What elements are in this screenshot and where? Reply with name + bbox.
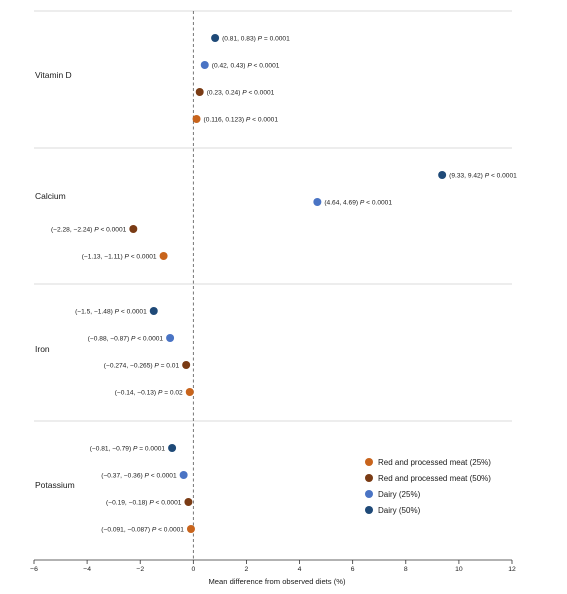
x-tick-label: −6 bbox=[30, 566, 38, 573]
x-tick-label: 2 bbox=[245, 566, 249, 573]
x-tick-label: 0 bbox=[191, 566, 195, 573]
group-separators bbox=[34, 10, 512, 422]
data-point bbox=[159, 252, 168, 260]
data-point bbox=[185, 388, 194, 396]
data-point bbox=[182, 361, 191, 369]
point-label: (−1.13, −1.11) P < 0.0001 bbox=[82, 253, 157, 260]
data-point bbox=[166, 334, 175, 342]
point-label: (−0.81, −0.79) P = 0.0001 bbox=[90, 445, 166, 452]
x-tick-label: 12 bbox=[508, 566, 516, 573]
category-label: Calcium bbox=[35, 191, 66, 201]
category-label: Potassium bbox=[35, 480, 75, 490]
x-tick-label: 10 bbox=[455, 566, 463, 573]
x-axis: −6 −4 −2 0 2 4 6 8 10 12 bbox=[30, 559, 516, 573]
category-label: Iron bbox=[35, 344, 50, 354]
x-tick-label: 8 bbox=[404, 566, 408, 573]
data-point bbox=[129, 225, 138, 233]
legend-marker bbox=[365, 506, 373, 514]
point-label: (4.64, 4.69) P < 0.0001 bbox=[324, 199, 392, 206]
x-tick-label: −2 bbox=[136, 566, 144, 573]
legend-label: Dairy (50%) bbox=[378, 506, 421, 515]
data-point bbox=[186, 525, 195, 533]
data-point bbox=[192, 115, 201, 123]
legend-marker bbox=[365, 474, 373, 482]
point-label: (0.23, 0.24) P < 0.0001 bbox=[207, 89, 275, 96]
category-label: Vitamin D bbox=[35, 70, 72, 80]
point-label: (−0.19, −0.18) P < 0.0001 bbox=[106, 499, 182, 506]
point-label: (−0.14, −0.13) P = 0.02 bbox=[115, 389, 183, 396]
x-axis-title: Mean difference from observed diets (%) bbox=[208, 577, 346, 586]
point-label: (−0.88, −0.87) P < 0.0001 bbox=[88, 335, 164, 342]
data-point bbox=[179, 471, 188, 479]
point-label: (0.42, 0.43) P < 0.0001 bbox=[212, 62, 280, 69]
legend: Red and processed meat (25%) Red and proc… bbox=[365, 458, 491, 515]
data-point bbox=[438, 171, 447, 179]
point-label: (−0.37, −0.36) P < 0.0001 bbox=[101, 472, 177, 479]
data-points: Vitamin D (0.81, 0.83) P = 0.0001 (0.42, 0… bbox=[35, 34, 517, 533]
legend-marker bbox=[365, 458, 373, 466]
point-label: (−0.274, −0.265) P = 0.01 bbox=[104, 362, 180, 369]
data-point bbox=[313, 198, 322, 206]
x-tick-label: 4 bbox=[298, 566, 302, 573]
data-point bbox=[184, 498, 193, 506]
legend-label: Red and processed meat (25%) bbox=[378, 458, 491, 467]
data-point bbox=[200, 61, 209, 69]
data-point bbox=[211, 34, 220, 42]
legend-label: Red and processed meat (50%) bbox=[378, 474, 491, 483]
point-label: (−1.5, −1.48) P < 0.0001 bbox=[75, 308, 147, 315]
point-label: (0.81, 0.83) P = 0.0001 bbox=[222, 35, 290, 42]
x-tick-label: 6 bbox=[351, 566, 355, 573]
point-label: (0.116, 0.123) P < 0.0001 bbox=[204, 116, 279, 123]
point-label: (−2.28, −2.24) P < 0.0001 bbox=[51, 226, 127, 233]
data-point bbox=[195, 88, 204, 96]
legend-marker bbox=[365, 490, 373, 498]
point-label: (−0.091, −0.087) P < 0.0001 bbox=[101, 526, 184, 533]
point-label: (9.33, 9.42) P < 0.0001 bbox=[449, 172, 517, 179]
data-point bbox=[168, 444, 177, 452]
legend-label: Dairy (25%) bbox=[378, 490, 421, 499]
data-point bbox=[149, 307, 158, 315]
x-tick-label: −4 bbox=[83, 566, 91, 573]
